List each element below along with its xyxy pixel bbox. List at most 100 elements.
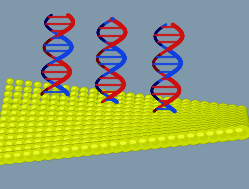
Ellipse shape — [162, 118, 166, 120]
Ellipse shape — [201, 122, 207, 126]
Ellipse shape — [230, 124, 236, 128]
Ellipse shape — [6, 149, 11, 151]
Ellipse shape — [25, 147, 30, 149]
Circle shape — [39, 105, 49, 112]
Ellipse shape — [207, 132, 213, 135]
Circle shape — [172, 101, 181, 108]
Circle shape — [53, 131, 66, 141]
Ellipse shape — [66, 145, 72, 149]
Ellipse shape — [19, 130, 23, 132]
Circle shape — [162, 103, 172, 111]
Circle shape — [105, 107, 115, 116]
Ellipse shape — [156, 106, 160, 108]
Circle shape — [109, 132, 124, 143]
Circle shape — [26, 127, 38, 137]
Ellipse shape — [112, 135, 117, 137]
Ellipse shape — [182, 131, 188, 135]
Ellipse shape — [212, 110, 216, 113]
Ellipse shape — [212, 112, 216, 115]
Ellipse shape — [201, 130, 207, 134]
Ellipse shape — [231, 108, 235, 110]
Ellipse shape — [67, 135, 73, 138]
Ellipse shape — [119, 93, 121, 94]
Circle shape — [0, 141, 8, 151]
Circle shape — [30, 105, 40, 112]
Circle shape — [207, 111, 219, 121]
Ellipse shape — [53, 103, 57, 105]
Ellipse shape — [227, 124, 232, 126]
Circle shape — [234, 117, 249, 129]
Ellipse shape — [192, 108, 195, 109]
Ellipse shape — [169, 133, 175, 136]
Ellipse shape — [113, 130, 118, 133]
Ellipse shape — [11, 118, 15, 120]
Circle shape — [80, 92, 87, 98]
Ellipse shape — [22, 119, 27, 122]
Circle shape — [144, 99, 153, 105]
Circle shape — [157, 128, 173, 140]
Ellipse shape — [36, 153, 43, 157]
Circle shape — [3, 97, 12, 104]
Ellipse shape — [188, 134, 194, 137]
Circle shape — [189, 108, 200, 116]
Ellipse shape — [59, 130, 64, 133]
Ellipse shape — [97, 124, 102, 127]
Ellipse shape — [132, 129, 137, 132]
Circle shape — [64, 126, 76, 136]
Circle shape — [83, 125, 96, 135]
Ellipse shape — [76, 144, 82, 148]
Ellipse shape — [108, 105, 111, 107]
Ellipse shape — [137, 99, 139, 101]
Circle shape — [31, 149, 46, 160]
Circle shape — [25, 127, 38, 137]
Ellipse shape — [44, 150, 49, 153]
Ellipse shape — [221, 115, 226, 118]
Ellipse shape — [164, 108, 167, 110]
Circle shape — [78, 143, 95, 156]
Circle shape — [87, 102, 97, 110]
Ellipse shape — [171, 124, 175, 126]
Circle shape — [148, 126, 163, 137]
Ellipse shape — [136, 103, 139, 105]
Circle shape — [179, 110, 191, 119]
Ellipse shape — [125, 114, 129, 116]
Circle shape — [208, 112, 219, 120]
Circle shape — [207, 116, 220, 126]
Ellipse shape — [21, 125, 26, 128]
Circle shape — [159, 119, 173, 129]
Ellipse shape — [0, 131, 3, 132]
Circle shape — [214, 123, 231, 136]
Circle shape — [147, 129, 163, 141]
Circle shape — [40, 100, 50, 106]
Circle shape — [83, 121, 96, 130]
Ellipse shape — [26, 141, 31, 143]
Circle shape — [224, 119, 240, 131]
Circle shape — [179, 113, 191, 122]
Ellipse shape — [115, 132, 121, 136]
Circle shape — [144, 99, 153, 105]
Ellipse shape — [18, 82, 21, 84]
Circle shape — [138, 129, 154, 142]
Circle shape — [141, 112, 153, 121]
Circle shape — [181, 102, 190, 109]
Circle shape — [67, 106, 77, 114]
Circle shape — [66, 111, 77, 119]
Circle shape — [44, 83, 50, 88]
Circle shape — [21, 104, 30, 112]
Ellipse shape — [164, 116, 169, 119]
Ellipse shape — [123, 126, 127, 128]
Circle shape — [178, 116, 191, 125]
Circle shape — [71, 135, 86, 146]
Ellipse shape — [239, 129, 246, 133]
Ellipse shape — [5, 106, 9, 109]
Ellipse shape — [237, 122, 242, 124]
Circle shape — [60, 96, 68, 102]
Ellipse shape — [219, 114, 223, 116]
Ellipse shape — [74, 137, 79, 140]
Circle shape — [227, 108, 238, 117]
Circle shape — [22, 144, 37, 155]
Circle shape — [123, 112, 134, 121]
Circle shape — [209, 103, 218, 110]
Circle shape — [99, 137, 115, 149]
Ellipse shape — [23, 106, 26, 108]
